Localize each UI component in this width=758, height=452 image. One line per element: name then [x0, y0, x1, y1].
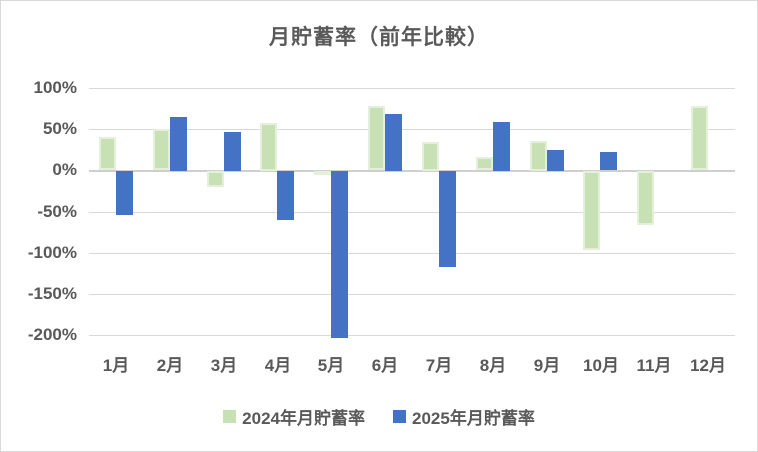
x-axis-tick-label-7月: 7月: [425, 356, 453, 375]
x-axis-tick-label-1月: 1月: [102, 356, 130, 375]
gridline-100: [89, 88, 735, 89]
x-axis-tick-label-12月: 12月: [690, 356, 726, 375]
y-axis-tick-label-0: 0%: [52, 160, 77, 179]
legend-label: 2025年月貯蓄率: [412, 409, 535, 428]
x-axis-tick-label-5月: 5月: [317, 356, 345, 375]
bar-2025-1月: [116, 171, 133, 215]
bar-2024-2月: [153, 129, 170, 170]
y-axis-tick-label-50: 50%: [42, 119, 77, 138]
y-axis-tick-label--150: -150%: [27, 284, 77, 303]
bar-2025-6月: [385, 114, 402, 171]
y-axis-tick-label-100: 100%: [33, 78, 77, 97]
y-axis-tick-label--50: -50%: [37, 202, 77, 221]
bar-2024-5月: [314, 171, 331, 175]
legend-item-2024: 2024年月貯蓄率: [223, 404, 365, 429]
legend-swatch-icon: [223, 410, 237, 423]
bar-2024-8月: [476, 157, 493, 170]
bar-2024-3月: [207, 171, 224, 187]
x-axis-tick-label-4月: 4月: [264, 356, 292, 375]
legend: 2024年月貯蓄率 2025年月貯蓄率: [1, 404, 757, 429]
x-axis-tick-label-8月: 8月: [479, 356, 507, 375]
legend-label: 2024年月貯蓄率: [242, 409, 365, 428]
bar-2024-12月: [691, 106, 708, 170]
bar-2025-4月: [277, 171, 294, 220]
bar-2024-1月: [99, 137, 116, 170]
bar-2024-11月: [637, 171, 654, 225]
gridline-50: [89, 129, 735, 130]
gridline--150: [89, 294, 735, 295]
gridline--200: [89, 335, 735, 336]
chart-title: 月貯蓄率（前年比較）: [269, 26, 489, 49]
bar-2025-3月: [224, 132, 241, 171]
x-axis-tick-label-9月: 9月: [533, 356, 561, 375]
bar-2024-10月: [583, 171, 600, 250]
bar-2025-9月: [547, 150, 564, 171]
x-axis-tick-label-10月: 10月: [583, 356, 619, 375]
bar-2025-7月: [439, 171, 456, 267]
bar-2025-8月: [493, 122, 510, 171]
bar-2024-7月: [422, 142, 439, 171]
bar-2024-9月: [530, 141, 547, 171]
y-axis-tick-label--100: -100%: [27, 243, 77, 262]
x-axis-tick-label-3月: 3月: [210, 356, 238, 375]
gridline--100: [89, 253, 735, 254]
x-axis-tick-label-6月: 6月: [371, 356, 399, 375]
x-axis-tick-label-2月: 2月: [156, 356, 184, 375]
legend-item-2025: 2025年月貯蓄率: [393, 404, 535, 429]
bar-2025-2月: [170, 117, 187, 171]
y-axis-tick-label--200: -200%: [27, 325, 77, 344]
x-axis-tick-label-11月: 11月: [636, 356, 672, 375]
gridline--50: [89, 212, 735, 213]
bar-2024-6月: [368, 106, 385, 170]
bar-2025-5月: [331, 171, 348, 338]
legend-swatch-icon: [393, 410, 406, 423]
bar-2025-10月: [600, 152, 617, 170]
gridline-0: [89, 170, 735, 172]
bar-2024-4月: [260, 123, 277, 171]
